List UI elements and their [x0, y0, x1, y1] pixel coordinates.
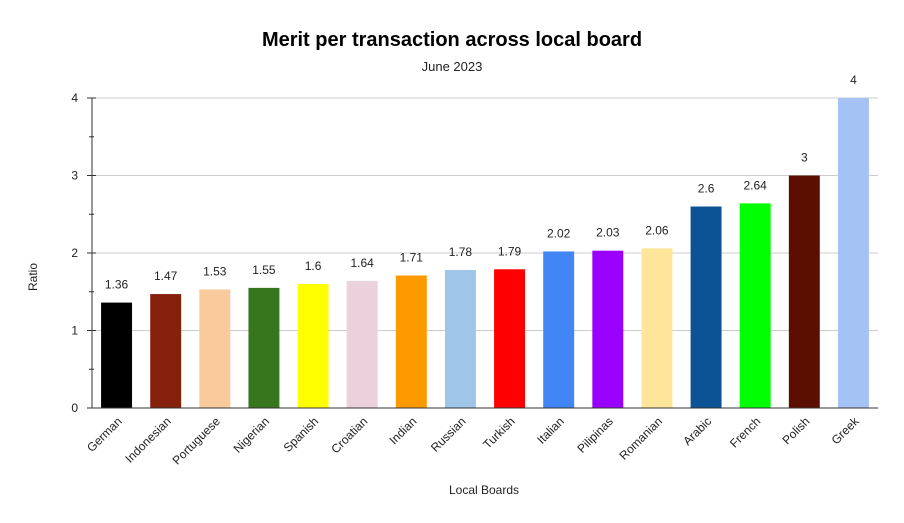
y-tick-label: 3 [71, 169, 78, 183]
x-tick-label: Portuguese [170, 414, 224, 468]
y-tick-label: 2 [71, 246, 78, 260]
bar-indonesian [150, 294, 182, 408]
data-label: 1.6 [305, 259, 322, 273]
data-label: 4 [850, 73, 857, 87]
data-label: 1.36 [105, 278, 129, 292]
bar-portuguese [199, 289, 231, 408]
bar-croatian [346, 280, 378, 408]
bar-greek [837, 98, 869, 408]
x-tick-label: Indian [386, 414, 419, 447]
x-tick-label: Indonesian [122, 414, 173, 465]
x-tick-label: Polish [779, 414, 812, 447]
x-tick-label: Nigerian [231, 414, 273, 456]
bar-polish [788, 175, 820, 408]
y-tick-label: 1 [71, 324, 78, 338]
y-axis: 0 1 2 3 4 [71, 91, 96, 415]
bar-turkish [494, 269, 526, 408]
bar-italian [543, 251, 575, 408]
data-label: 2.02 [547, 226, 571, 240]
bar-pilipinas [592, 250, 624, 408]
y-axis-title: Ratio [26, 263, 40, 291]
data-label: 1.78 [449, 245, 473, 259]
data-label: 1.64 [351, 256, 375, 270]
bar-french [739, 203, 771, 408]
bar-nigerian [248, 287, 280, 408]
data-label: 1.47 [154, 269, 178, 283]
x-tick-label: Greek [829, 414, 863, 448]
data-labels: 1.36 1.47 1.53 1.55 1.6 1.64 1.71 1.78 1.79 2.02 2… [105, 73, 857, 292]
chart-subtitle: June 2023 [422, 59, 483, 74]
bars [101, 98, 869, 408]
bar-spanish [297, 284, 329, 408]
data-label: 2.03 [596, 226, 620, 240]
data-label: 2.06 [645, 223, 669, 237]
data-label: 1.71 [400, 250, 424, 264]
data-label: 1.55 [252, 263, 276, 277]
bar-russian [444, 270, 476, 408]
x-tick-label: Arabic [680, 414, 714, 448]
y-tick-label: 0 [71, 401, 78, 415]
x-tick-label: Russian [428, 414, 469, 455]
data-label: 2.64 [744, 178, 768, 192]
y-tick-label: 4 [71, 91, 78, 105]
x-tick-label: Turkish [480, 414, 517, 451]
x-tick-label: Spanish [281, 414, 322, 455]
data-label: 2.6 [698, 182, 715, 196]
data-label: 1.53 [203, 264, 227, 278]
x-tick-label: French [727, 414, 763, 450]
x-axis-title: Local Boards [449, 483, 519, 497]
bar-indian [395, 275, 427, 408]
bar-arabic [690, 206, 722, 408]
x-tick-label: Italian [534, 414, 567, 447]
x-tick-label: Romanian [616, 414, 665, 463]
data-label: 1.79 [498, 244, 522, 258]
x-tick-label: Croatian [328, 414, 370, 456]
bar-german [101, 302, 133, 408]
bar-romanian [641, 248, 673, 408]
data-label: 3 [801, 151, 808, 165]
x-tick-label: German [84, 414, 125, 455]
chart-title: Merit per transaction across local board [262, 29, 642, 51]
x-tick-label: Pilipinas [574, 414, 616, 456]
